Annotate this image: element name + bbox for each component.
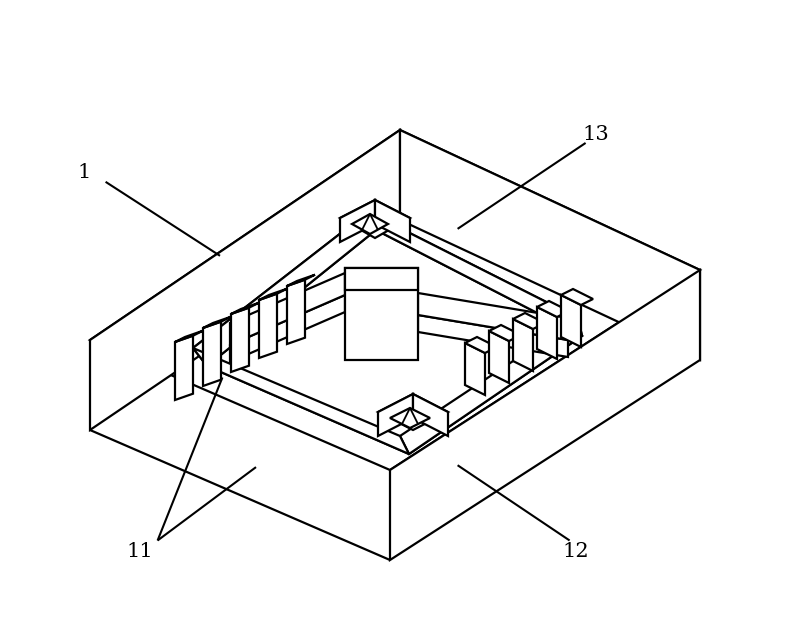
Polygon shape bbox=[489, 325, 521, 341]
Polygon shape bbox=[465, 337, 497, 353]
Polygon shape bbox=[207, 230, 582, 454]
Polygon shape bbox=[231, 308, 249, 372]
Polygon shape bbox=[390, 270, 700, 560]
Polygon shape bbox=[230, 295, 345, 362]
Polygon shape bbox=[345, 268, 418, 290]
Text: 12: 12 bbox=[562, 542, 590, 561]
Polygon shape bbox=[413, 394, 448, 436]
Polygon shape bbox=[175, 330, 203, 342]
Polygon shape bbox=[418, 293, 568, 340]
Polygon shape bbox=[368, 212, 582, 336]
Polygon shape bbox=[175, 335, 193, 400]
Polygon shape bbox=[513, 313, 545, 329]
Polygon shape bbox=[193, 348, 409, 454]
Polygon shape bbox=[378, 394, 448, 430]
Polygon shape bbox=[561, 289, 593, 305]
Polygon shape bbox=[400, 130, 700, 360]
Polygon shape bbox=[352, 214, 388, 234]
Polygon shape bbox=[203, 317, 231, 328]
Polygon shape bbox=[203, 322, 221, 386]
Polygon shape bbox=[537, 301, 569, 317]
Polygon shape bbox=[90, 130, 700, 470]
Polygon shape bbox=[489, 331, 509, 383]
Text: 11: 11 bbox=[126, 542, 154, 561]
Polygon shape bbox=[259, 293, 277, 358]
Polygon shape bbox=[513, 319, 533, 371]
Polygon shape bbox=[537, 307, 557, 359]
Polygon shape bbox=[378, 394, 413, 436]
Polygon shape bbox=[340, 200, 410, 238]
Polygon shape bbox=[561, 295, 581, 347]
Text: 1: 1 bbox=[78, 163, 90, 182]
Polygon shape bbox=[259, 288, 287, 300]
Polygon shape bbox=[193, 212, 578, 436]
Polygon shape bbox=[287, 280, 305, 344]
Polygon shape bbox=[340, 200, 375, 242]
Polygon shape bbox=[193, 212, 376, 366]
Polygon shape bbox=[418, 315, 568, 357]
Polygon shape bbox=[375, 200, 410, 242]
Polygon shape bbox=[287, 275, 315, 286]
Polygon shape bbox=[231, 303, 259, 314]
Text: 13: 13 bbox=[582, 125, 610, 144]
Polygon shape bbox=[90, 130, 400, 430]
Polygon shape bbox=[400, 318, 582, 454]
Polygon shape bbox=[390, 408, 430, 428]
Polygon shape bbox=[345, 268, 418, 360]
Polygon shape bbox=[230, 273, 345, 345]
Polygon shape bbox=[465, 343, 485, 395]
